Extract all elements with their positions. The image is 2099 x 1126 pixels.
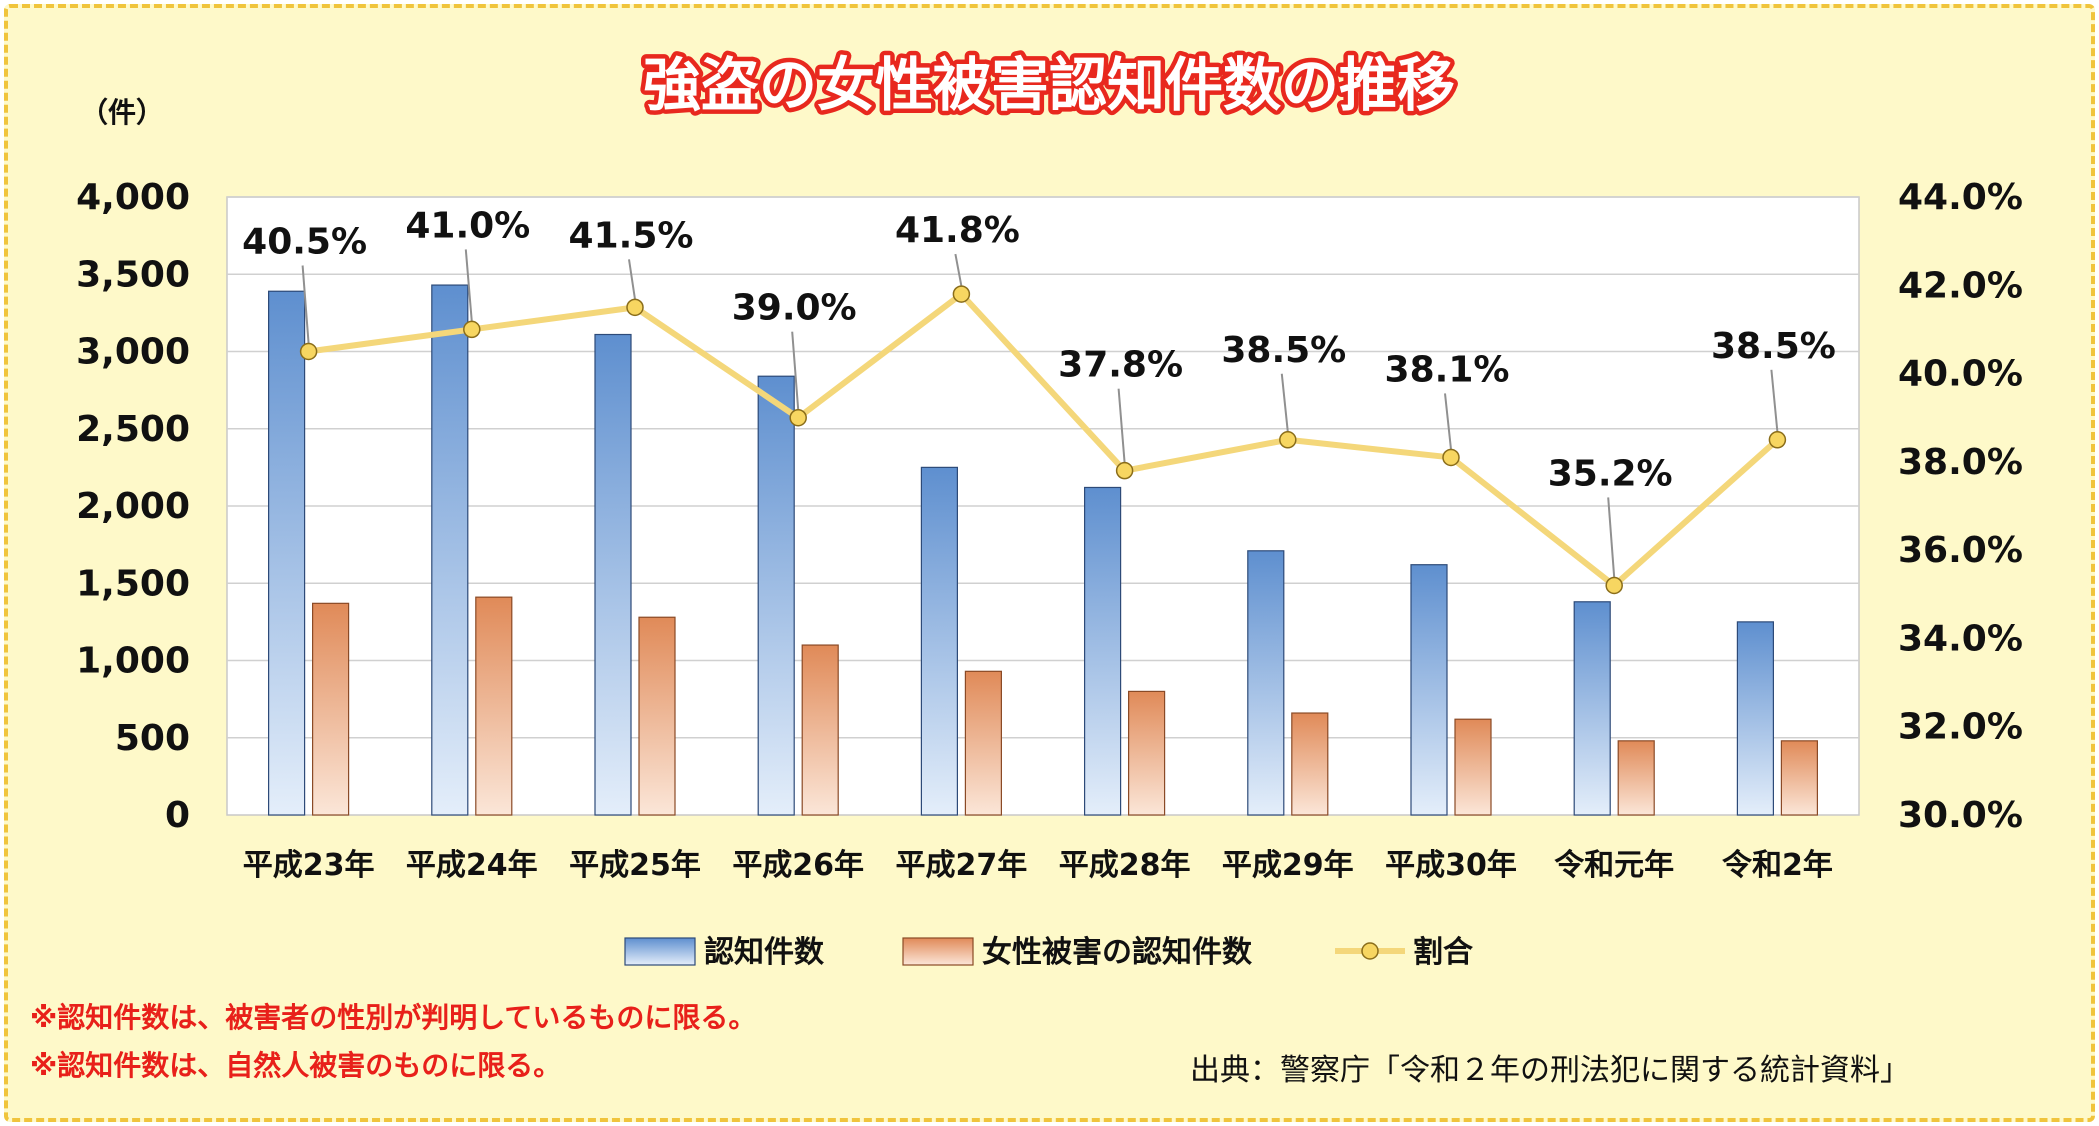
ratio-marker: [1768, 431, 1787, 449]
bar-female-victim: [1617, 740, 1655, 816]
x-category-label: 令和2年: [1722, 848, 1833, 883]
x-category-label: 平成25年: [569, 848, 701, 883]
ratio-data-label: 38.5%: [1711, 326, 1836, 367]
data-label-leader: [954, 253, 963, 287]
bar-recognized: [757, 375, 795, 816]
bar-recognized: [1736, 621, 1775, 816]
y-left-tick-label: 3,500: [76, 254, 190, 295]
y-left-tick-label: 1,000: [76, 641, 190, 682]
ratio-data-label: 37.8%: [1058, 345, 1183, 386]
data-label-leader: [464, 249, 473, 322]
bar-female-victim: [1291, 712, 1329, 816]
bar-female-victim: [638, 616, 676, 816]
y-right-tick-label: 32.0%: [1898, 707, 2023, 748]
data-label-leader: [628, 259, 636, 300]
data-label-leader: [1770, 369, 1779, 432]
y-left-tick-label: 1,500: [76, 563, 190, 604]
source-text: 出典：警察庁「令和２年の刑法犯に関する統計資料」: [1190, 1053, 1910, 1088]
y-unit-label: （件）: [80, 96, 164, 129]
ratio-marker: [299, 342, 318, 361]
bar-female-victim: [475, 596, 513, 816]
bar-recognized: [920, 466, 959, 816]
ratio-series-line: [305, 291, 1781, 589]
ratio-marker: [789, 408, 807, 427]
x-category-label: 平成27年: [896, 848, 1028, 883]
bar-recognized: [1247, 550, 1285, 816]
bar-female-victim: [1454, 718, 1492, 816]
y-right-tick-label: 34.0%: [1898, 618, 2023, 659]
ratio-data-label: 38.1%: [1385, 349, 1510, 390]
ratio-marker: [626, 298, 644, 317]
x-category-label: 平成28年: [1059, 848, 1191, 883]
right-axis-ticks: 30.0% 32.0% 34.0% 36.0% 38.0% 40.0% 42.0% 44.0%: [1898, 177, 2023, 836]
data-label-leader: [791, 331, 800, 410]
legend-swatch-bar2: [902, 937, 974, 966]
legend-label-bar1: 認知件数: [704, 935, 825, 970]
legend-label-bar2: 女性被害の認知件数: [982, 935, 1253, 970]
data-label-leader: [1280, 373, 1289, 432]
bar-female-victim: [1780, 740, 1819, 816]
bar-female-victim: [964, 670, 1003, 816]
legend: 認知件数 女性被害の認知件数 割合: [624, 935, 1473, 970]
ratio-data-label: 41.0%: [405, 205, 530, 246]
ratio-marker: [463, 320, 481, 339]
category-labels: 平成23年 平成24年 平成25年 平成26年 平成27年 平成28年 平成29年 平成30年…: [243, 848, 1833, 883]
note-2: ※認知件数は、自然人被害のものに限る。: [30, 1049, 561, 1082]
ratio-data-label: 38.5%: [1221, 330, 1346, 371]
ratio-data-label: 41.8%: [895, 210, 1020, 251]
ratio-marker: [1605, 576, 1623, 595]
data-label-leader: [1444, 393, 1452, 450]
ratio-marker: [1279, 431, 1297, 449]
x-category-label: 平成24年: [406, 848, 538, 883]
bar-recognized: [594, 333, 632, 816]
note-1: ※認知件数は、被害者の性別が判明しているものに限る。: [30, 1001, 756, 1034]
ratio-marker: [1115, 461, 1134, 480]
bar-recognized: [1410, 564, 1448, 816]
legend-swatch-bar1: [624, 937, 696, 966]
legend-swatch-marker: [1361, 942, 1379, 960]
y-left-tick-label: 4,000: [76, 177, 190, 218]
ratio-data-label: 41.5%: [569, 215, 694, 256]
y-right-tick-label: 42.0%: [1898, 265, 2023, 306]
ratio-marker: [1442, 448, 1460, 467]
x-category-label: 平成29年: [1222, 848, 1354, 883]
y-left-tick-label: 0: [165, 795, 190, 836]
x-category-label: 平成26年: [732, 848, 864, 883]
ratio-data-label: 40.5%: [242, 222, 367, 263]
bar-recognized: [1083, 486, 1122, 816]
x-category-label: 令和元年: [1554, 848, 1674, 883]
y-left-tick-label: 2,500: [76, 409, 190, 450]
bar-recognized: [268, 290, 306, 816]
data-label-leader: [301, 265, 310, 344]
y-right-tick-label: 40.0%: [1898, 354, 2023, 395]
data-label-leader: [1117, 388, 1126, 463]
y-right-tick-label: 44.0%: [1898, 177, 2023, 218]
ratio-data-label: 39.0%: [732, 288, 857, 329]
x-category-label: 平成23年: [243, 848, 375, 883]
ratio-marker: [952, 285, 971, 303]
legend-label-line: 割合: [1413, 935, 1473, 970]
bar-female-victim: [1127, 690, 1166, 816]
chart-title: 強盗の女性被害認知件数の推移: [643, 51, 1455, 119]
y-left-tick-label: 500: [115, 718, 190, 759]
bar-female-victim: [312, 602, 350, 816]
x-category-label: 平成30年: [1385, 848, 1517, 883]
y-right-tick-label: 36.0%: [1898, 530, 2023, 571]
y-right-tick-label: 38.0%: [1898, 442, 2023, 483]
bar-female-victim: [801, 644, 839, 816]
data-label-leader: [1607, 497, 1616, 578]
bar-recognized: [1573, 601, 1611, 816]
ratio-line: 40.5% 41.0% 41.5% 39.0% 41.8% 37.8% 38.5% 38.1%…: [242, 205, 1836, 595]
y-left-tick-label: 3,000: [76, 332, 190, 373]
left-axis-ticks: 0 500 1,000 1,500 2,000 2,500 3,000 3,500 4,000: [76, 177, 190, 836]
y-right-tick-label: 30.0%: [1898, 795, 2023, 836]
ratio-data-label: 35.2%: [1548, 453, 1673, 494]
bar-recognized: [431, 284, 469, 816]
bars: [268, 284, 1819, 816]
y-left-tick-label: 2,000: [76, 486, 190, 527]
